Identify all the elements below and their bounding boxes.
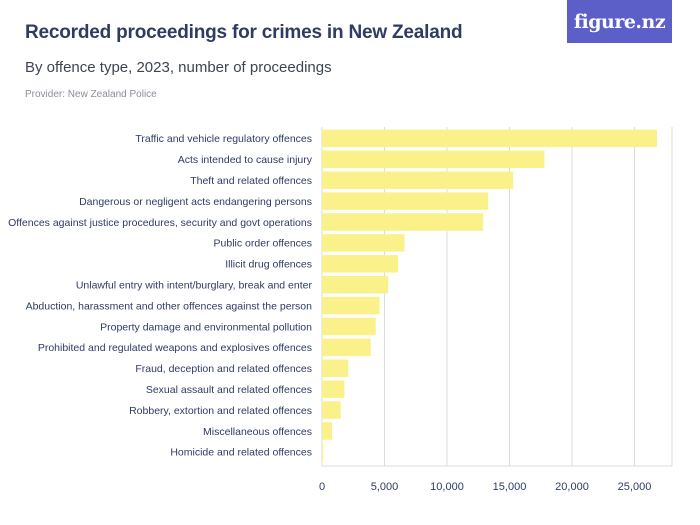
category-labels: Traffic and vehicle regulatory offences A…	[8, 133, 313, 459]
data-provider: Provider: New Zealand Police	[25, 89, 157, 100]
bar[interactable]	[322, 422, 332, 440]
bar[interactable]	[322, 359, 349, 378]
x-tick-label: 5,000	[371, 481, 399, 493]
bar[interactable]	[322, 192, 489, 210]
figure-nz-logo[interactable]: figure.nz	[567, 0, 672, 43]
x-tick-label: 20,000	[555, 481, 589, 493]
bar[interactable]	[322, 213, 484, 231]
bar[interactable]	[322, 401, 341, 419]
bar[interactable]	[322, 150, 545, 169]
category-label: Theft and related offences	[190, 175, 312, 187]
category-label: Public order offences	[214, 238, 312, 250]
x-tick-label: 10,000	[430, 481, 464, 493]
x-tick-label: 0	[319, 481, 325, 493]
category-label: Acts intended to cause injury	[178, 154, 313, 166]
bar[interactable]	[322, 317, 376, 336]
category-label: Dangerous or negligent acts endangering …	[79, 196, 312, 208]
category-label: Homicide and related offences	[170, 447, 312, 459]
category-label: Traffic and vehicle regulatory offences	[135, 133, 312, 145]
bar[interactable]	[322, 171, 514, 189]
category-label: Robbery, extortion and related offences	[129, 405, 312, 417]
bar[interactable]	[322, 296, 380, 315]
bar[interactable]	[322, 234, 405, 252]
x-tick-label: 15,000	[493, 481, 527, 493]
bar[interactable]	[322, 255, 399, 273]
bar-layer	[322, 129, 657, 461]
category-label: Prohibited and regulated weapons and exp…	[38, 342, 312, 354]
category-label: Property damage and environmental pollut…	[100, 321, 312, 333]
bar[interactable]	[322, 338, 371, 357]
category-label: Abduction, harassment and other offences…	[26, 300, 313, 312]
chart-subtitle: By offence type, 2023, number of proceed…	[25, 59, 332, 76]
chart-title: Recorded proceedings for crimes in New Z…	[25, 22, 463, 43]
bar[interactable]	[322, 129, 657, 148]
bar[interactable]	[322, 443, 324, 461]
category-label: Offences against justice procedures, sec…	[8, 217, 312, 229]
x-tick-label: 25,000	[618, 481, 652, 493]
bar[interactable]	[322, 275, 389, 294]
category-label: Sexual assault and related offences	[146, 384, 312, 396]
x-axis-ticks: 0 5,000 10,000 15,000 20,000 25,000	[319, 481, 651, 493]
category-label: Illicit drug offences	[225, 259, 312, 271]
category-label: Unlawful entry with intent/burglary, bre…	[76, 280, 313, 292]
category-label: Fraud, deception and related offences	[135, 363, 312, 375]
bar[interactable]	[322, 380, 345, 398]
category-label: Miscellaneous offences	[203, 426, 312, 438]
